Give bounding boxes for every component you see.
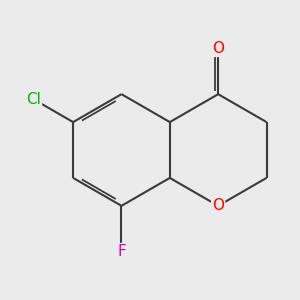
Text: O: O xyxy=(212,198,224,213)
Text: Cl: Cl xyxy=(26,92,41,107)
Text: F: F xyxy=(117,244,126,259)
Text: O: O xyxy=(212,41,224,56)
